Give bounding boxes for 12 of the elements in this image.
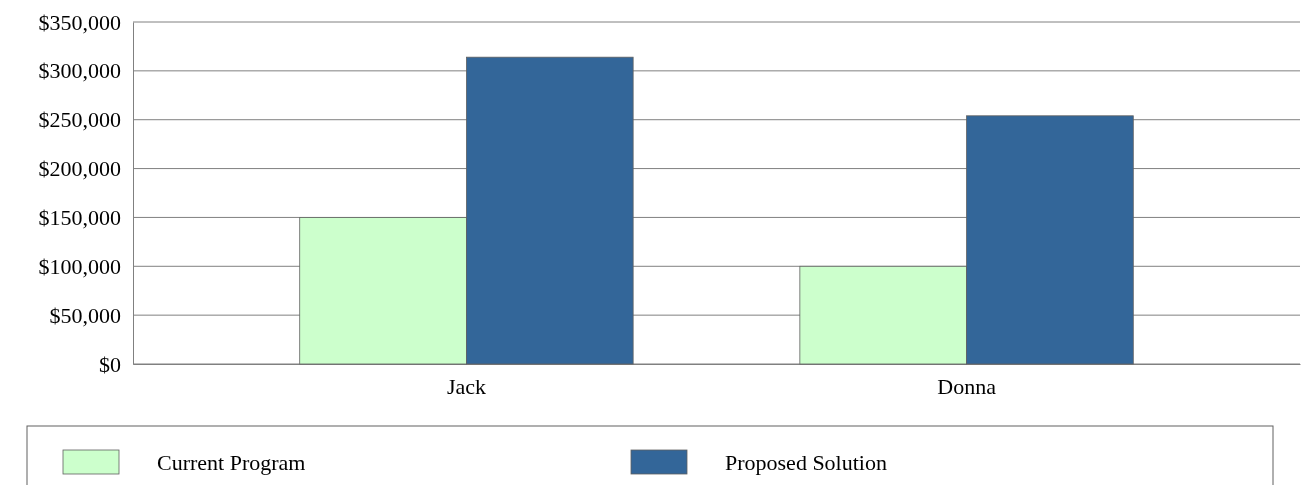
y-tick-label: $200,000	[38, 156, 121, 182]
y-tick-label: $300,000	[38, 58, 121, 84]
y-tick-label: $100,000	[38, 253, 121, 279]
y-tick-label: $150,000	[38, 204, 121, 230]
x-tick-label: Jack	[446, 373, 486, 399]
y-tick-label: $350,000	[38, 9, 121, 35]
legend-label: Current Program	[157, 450, 306, 475]
x-tick-label: Donna	[937, 373, 997, 399]
y-tick-label: $0	[99, 351, 121, 377]
y-tick-label: $50,000	[49, 302, 121, 328]
y-tick-label: $250,000	[38, 107, 121, 133]
legend-label: Proposed Solution	[725, 450, 887, 475]
